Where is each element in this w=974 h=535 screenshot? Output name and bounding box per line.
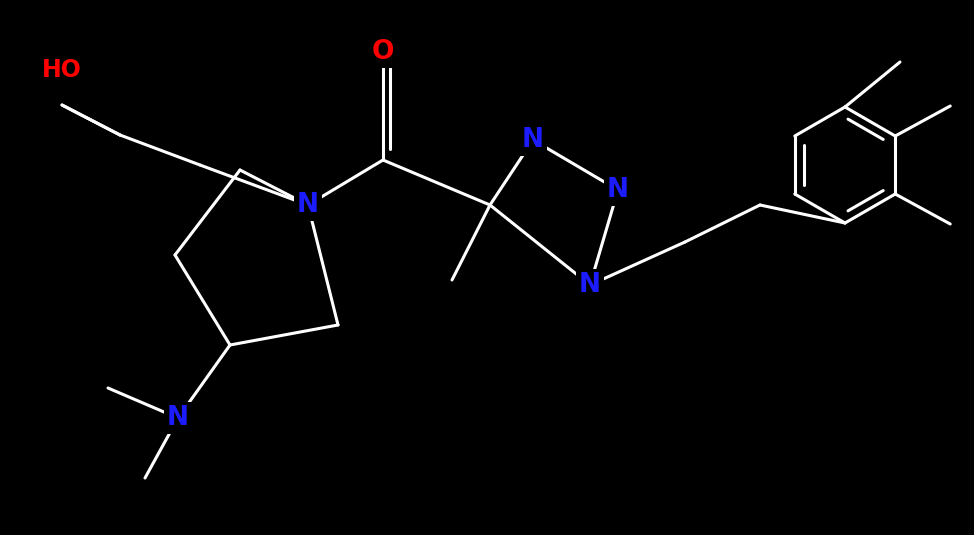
Text: N: N xyxy=(167,405,189,431)
Text: N: N xyxy=(297,192,319,218)
Text: HO: HO xyxy=(42,58,82,82)
Text: N: N xyxy=(579,272,601,298)
Text: O: O xyxy=(372,39,394,65)
Text: N: N xyxy=(607,177,629,203)
Text: N: N xyxy=(522,127,544,153)
